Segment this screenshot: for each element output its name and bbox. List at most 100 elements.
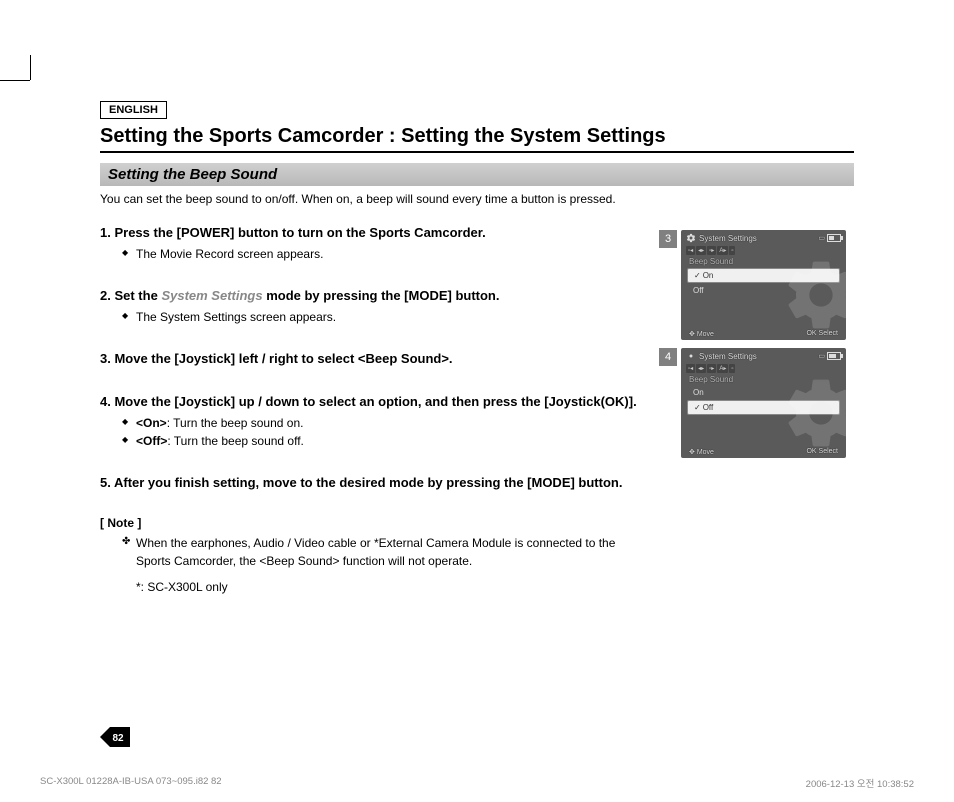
- lcd-tab: ◂▸: [696, 364, 706, 373]
- step-5-text: After you finish setting, move to the de…: [114, 475, 622, 490]
- lcd-4-select: OK Select: [806, 448, 838, 456]
- lcd-3-title: System Settings: [699, 234, 757, 243]
- note-list: When the earphones, Audio / Video cable …: [100, 534, 644, 570]
- lcd-screen-4: System Settings ▭ ▫◂ ◂▸ ▫▸ A▸ ▫ Beep Sou…: [681, 348, 846, 458]
- note-asterisk: *: SC-X300L only: [100, 580, 644, 594]
- step-4-b2-rest: : Turn the beep sound off.: [167, 434, 304, 448]
- lcd-3-header: System Settings ▭: [681, 230, 846, 246]
- check-icon: ✓: [694, 403, 701, 412]
- gear-icon: [686, 351, 696, 361]
- step-4-bullets: <On>: Turn the beep sound on. <Off>: Tur…: [100, 414, 644, 450]
- card-icon: ▭: [818, 352, 825, 360]
- footer-right: 2006-12-13 오전 10:38:52: [806, 776, 914, 790]
- battery-fill-4: [829, 354, 836, 358]
- step-4-text: Move the [Joystick] up / down to select …: [114, 394, 636, 409]
- step-2-text-a: Set the: [114, 288, 161, 303]
- card-icon: ▭: [818, 234, 825, 242]
- note-head: [ Note ]: [100, 516, 644, 530]
- step-4-head: 4. Move the [Joystick] up / down to sele…: [100, 393, 644, 411]
- intro-text: You can set the beep sound to on/off. Wh…: [100, 192, 854, 206]
- lcd-tab: A▸: [717, 364, 728, 373]
- page-num-text: 82: [112, 733, 124, 744]
- step-3-num: 3.: [100, 350, 111, 368]
- lcd-4-move-label: Move: [697, 449, 714, 456]
- step-2-text-b: mode by pressing the [MODE] button.: [263, 288, 500, 303]
- lcd-4-tabs: ▫◂ ◂▸ ▫▸ A▸ ▫: [681, 364, 846, 373]
- lcd-3-footer: ✥ Move OK Select: [681, 328, 846, 340]
- lcd-3-move: ✥ Move: [689, 330, 714, 338]
- step-2-num: 2.: [100, 287, 111, 305]
- main-title: Setting the Sports Camcorder : Setting t…: [100, 125, 854, 153]
- step-5-num: 5.: [100, 474, 111, 492]
- language-badge: ENGLISH: [100, 101, 167, 119]
- step-4-b1-rest: : Turn the beep sound on.: [167, 416, 304, 430]
- lcd-4-move: ✥ Move: [689, 448, 714, 456]
- step-2-head: 2. Set the System Settings mode by press…: [100, 287, 644, 305]
- step-1-num: 1.: [100, 224, 111, 242]
- lcd-3-on-label: On: [703, 271, 714, 280]
- step-4-bullet-2: <Off>: Turn the beep sound off.: [122, 432, 644, 450]
- screens-column: 3 System Settings ▭ ▫◂ ◂▸ ▫▸: [659, 230, 854, 594]
- step-3: 3. Move the [Joystick] left / right to s…: [100, 350, 644, 368]
- step-4-bullet-1: <On>: Turn the beep sound on.: [122, 414, 644, 432]
- check-icon: ✓: [694, 271, 701, 280]
- gear-icon: [686, 233, 696, 243]
- lcd-tab: ▫▸: [707, 246, 716, 255]
- lcd-tab: ▫: [729, 364, 735, 373]
- step-1: 1. Press the [POWER] button to turn on t…: [100, 224, 644, 263]
- step-5: 5. After you finish setting, move to the…: [100, 474, 644, 492]
- step-3-head: 3. Move the [Joystick] left / right to s…: [100, 350, 644, 368]
- lcd-4-footer: ✥ Move OK Select: [681, 446, 846, 458]
- battery-fill-3: [829, 236, 834, 240]
- step-5-head: 5. After you finish setting, move to the…: [100, 474, 644, 492]
- screen-3-num: 3: [659, 230, 677, 248]
- page-number-badge: 82: [100, 727, 130, 752]
- lcd-tab: ▫◂: [686, 364, 695, 373]
- steps-column: 1. Press the [POWER] button to turn on t…: [100, 224, 644, 594]
- note-item: When the earphones, Audio / Video cable …: [122, 534, 644, 570]
- lcd-tab: ◂▸: [696, 246, 706, 255]
- sub-title: Setting the Beep Sound: [100, 163, 854, 186]
- footer-left: SC-X300L 01228A-IB-USA 073~095.i82 82: [40, 776, 222, 790]
- step-4-num: 4.: [100, 393, 111, 411]
- step-2-bullet-1: The System Settings screen appears.: [122, 308, 644, 326]
- step-4: 4. Move the [Joystick] up / down to sele…: [100, 393, 644, 450]
- lcd-4-title: System Settings: [699, 352, 757, 361]
- lcd-3-tabs: ▫◂ ◂▸ ▫▸ A▸ ▫: [681, 246, 846, 255]
- screen-4-block: 4 System Settings ▭ ▫◂ ◂▸ ▫▸: [659, 348, 854, 458]
- step-1-bullets: The Movie Record screen appears.: [100, 245, 644, 263]
- step-2-italic: System Settings: [161, 288, 262, 303]
- screen-3-block: 3 System Settings ▭ ▫◂ ◂▸ ▫▸: [659, 230, 854, 340]
- lcd-tab: ▫◂: [686, 246, 695, 255]
- lcd-3-select-label: Select: [819, 330, 838, 337]
- content-wrapper: 1. Press the [POWER] button to turn on t…: [100, 224, 854, 594]
- step-2-bullets: The System Settings screen appears.: [100, 308, 644, 326]
- step-1-bullet-1: The Movie Record screen appears.: [122, 245, 644, 263]
- page-content: ENGLISH Setting the Sports Camcorder : S…: [0, 0, 954, 634]
- footer-meta: SC-X300L 01228A-IB-USA 073~095.i82 82 20…: [40, 776, 914, 790]
- lcd-tab: A▸: [717, 246, 728, 255]
- screen-4-num: 4: [659, 348, 677, 366]
- lcd-4-select-label: Select: [819, 448, 838, 455]
- lcd-4-header: System Settings ▭: [681, 348, 846, 364]
- gear-bg-icon: [781, 255, 846, 335]
- lcd-4-off-label: Off: [703, 403, 714, 412]
- lcd-3-battery: ▭: [818, 234, 841, 242]
- lcd-3-select: OK Select: [806, 330, 838, 338]
- lcd-tab: ▫: [729, 246, 735, 255]
- note-section: [ Note ] When the earphones, Audio / Vid…: [100, 516, 644, 594]
- lcd-3-move-label: Move: [697, 331, 714, 338]
- step-1-head: 1. Press the [POWER] button to turn on t…: [100, 224, 644, 242]
- battery-icon: [827, 234, 841, 242]
- step-4-b2-bold: <Off>: [136, 434, 167, 448]
- lcd-tab: ▫▸: [707, 364, 716, 373]
- step-1-text: Press the [POWER] button to turn on the …: [114, 225, 485, 240]
- step-4-b1-bold: <On>: [136, 416, 167, 430]
- battery-icon: [827, 352, 841, 360]
- page-arrow-icon: 82: [100, 727, 130, 747]
- step-2: 2. Set the System Settings mode by press…: [100, 287, 644, 326]
- gear-bg-icon: [781, 373, 846, 453]
- lcd-screen-3: System Settings ▭ ▫◂ ◂▸ ▫▸ A▸ ▫ Beep Sou…: [681, 230, 846, 340]
- lcd-4-battery: ▭: [818, 352, 841, 360]
- step-3-text: Move the [Joystick] left / right to sele…: [114, 351, 452, 366]
